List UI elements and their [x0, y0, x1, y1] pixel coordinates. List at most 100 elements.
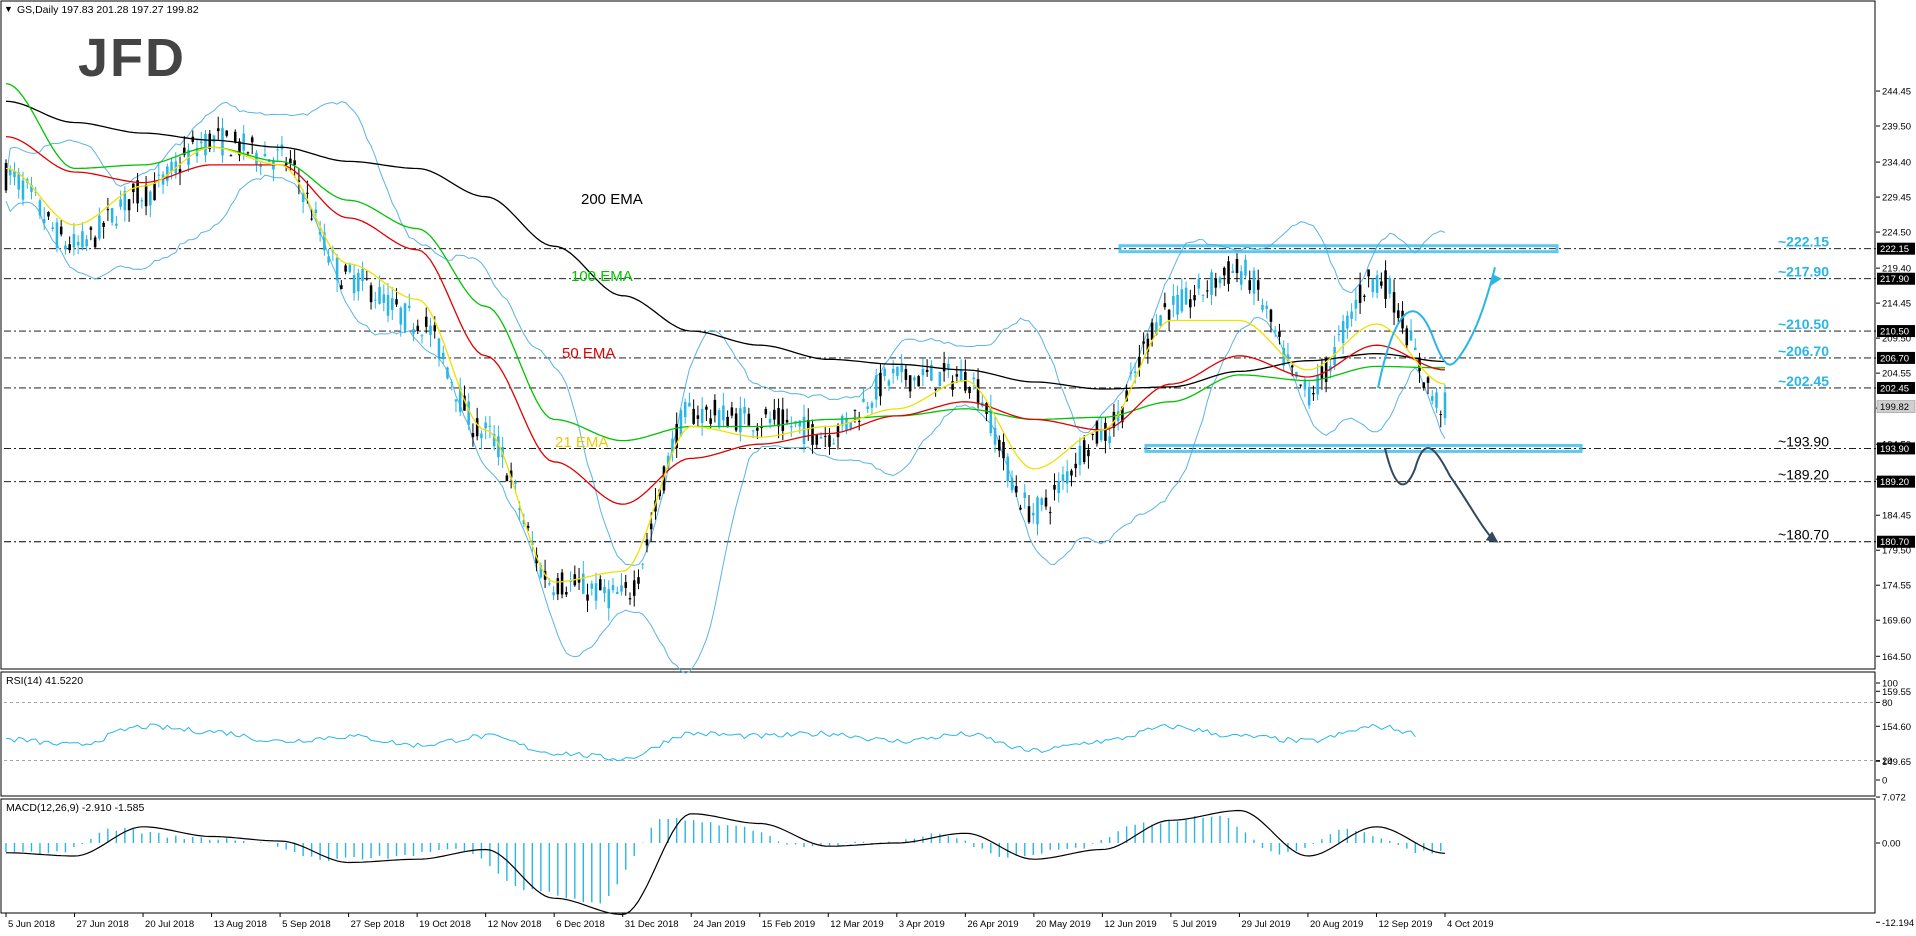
level-badge-bg — [1877, 242, 1915, 255]
highlight-zones — [1118, 244, 1583, 453]
ema200-line — [5, 100, 1446, 390]
candle-body — [1265, 305, 1268, 309]
candle-body — [632, 580, 636, 596]
candle-body — [666, 455, 670, 470]
date-axis-label: 12 Mar 2019 — [830, 919, 883, 930]
level-badge-text: 217.90 — [1880, 274, 1909, 285]
candle-body — [743, 406, 746, 414]
candle-body — [891, 368, 895, 374]
candle-body — [599, 579, 602, 591]
level-badge-text: 222.15 — [1880, 244, 1909, 255]
candle-body — [509, 470, 513, 478]
candle-body — [1010, 477, 1014, 491]
candle-body — [149, 191, 152, 206]
candle-body — [361, 269, 364, 282]
candle-body — [1044, 497, 1048, 507]
candle-body — [454, 399, 458, 402]
candle-body — [683, 402, 687, 418]
candle-body — [1150, 322, 1154, 340]
price-axis-label: 229.45 — [1882, 193, 1911, 204]
candle-body — [552, 592, 555, 596]
macd-axis-label: -12.194 — [1882, 918, 1914, 929]
candle-body — [696, 415, 700, 419]
level-badge-bg — [1877, 381, 1915, 394]
date-axis-label: 24 Jan 2019 — [693, 919, 745, 930]
current-price-badge-text: 199.82 — [1880, 402, 1909, 413]
candle-body — [1375, 275, 1379, 293]
level-badge-text: 189.20 — [1880, 477, 1909, 488]
date-axis-label: 29 Jul 2019 — [1241, 919, 1290, 930]
candle-body — [535, 554, 538, 564]
candle-body — [1380, 281, 1383, 286]
date-axis-label: 31 Dec 2018 — [625, 919, 679, 930]
candle-body — [348, 264, 352, 273]
candle-body — [790, 426, 793, 428]
price-axis-label: 244.45 — [1882, 87, 1911, 98]
candle-body — [8, 169, 12, 176]
chart-dropdown-icon[interactable]: ▼ — [4, 4, 13, 14]
rsi-axis-label: 80 — [1882, 698, 1893, 709]
price-axis-label: 184.45 — [1882, 511, 1911, 522]
candle-body — [700, 408, 704, 424]
candle-body — [284, 163, 288, 166]
candle-body — [777, 407, 780, 427]
candle-body — [785, 419, 789, 423]
candle-body — [1426, 377, 1430, 383]
candle-body — [1346, 315, 1349, 329]
level-badge-text: 193.90 — [1880, 444, 1909, 455]
candle-body — [276, 149, 279, 151]
candle-body — [641, 563, 644, 565]
price-axis-label: 214.45 — [1882, 299, 1911, 310]
candle-body — [229, 155, 233, 157]
price-axis: 244.45 239.50 234.40 229.45 224.50 219.40 214.… — [1876, 87, 1911, 768]
candle-body — [369, 285, 373, 303]
price-axis-label: 179.50 — [1882, 546, 1911, 557]
ema50-label: 50 EMA — [562, 345, 615, 362]
candle-body — [853, 409, 857, 411]
candle-body — [849, 422, 852, 429]
candle-body — [1104, 422, 1107, 441]
date-axis-label: 20 May 2019 — [1036, 919, 1091, 930]
candle-body — [437, 338, 441, 358]
candle-body — [1091, 433, 1094, 435]
date-axis-label: 3 Apr 2019 — [899, 919, 945, 930]
macd-axis-label: 7.072 — [1882, 793, 1906, 804]
level-badge-bg — [1877, 351, 1915, 364]
ema100-line — [5, 82, 1445, 442]
date-axis-label: 5 Sep 2018 — [282, 919, 331, 930]
level-annotation: ~180.70 — [1778, 527, 1829, 543]
candle-body — [879, 372, 882, 397]
candle-body — [403, 303, 407, 331]
candle-body — [352, 275, 356, 294]
candle-body — [917, 376, 920, 387]
date-axis-label: 5 Jun 2018 — [8, 919, 55, 930]
level-badge-bg — [1877, 535, 1915, 548]
candle-body — [250, 137, 254, 143]
level-badge-text: 202.45 — [1880, 383, 1909, 394]
price-axis-label: 219.40 — [1882, 264, 1911, 275]
level-annotation: ~217.90 — [1778, 264, 1829, 280]
candle-body — [1286, 354, 1290, 361]
candle-body — [760, 427, 763, 429]
candle-body — [471, 433, 475, 438]
candle-body — [908, 375, 912, 392]
candle-body — [221, 127, 224, 156]
candle-body — [1358, 284, 1362, 303]
candle-body — [930, 364, 933, 381]
date-axis-label: 13 Aug 2018 — [214, 919, 267, 930]
bearish-scenario-arrow — [1384, 447, 1496, 543]
candle-body — [178, 169, 182, 173]
horizontal-level-lines — [4, 248, 1876, 543]
price-axis-label: 239.50 — [1882, 122, 1911, 133]
macd-indicator: 7.072 0.00 -12.194 — [5, 793, 1914, 929]
candle-body — [896, 366, 899, 376]
candle-body — [47, 212, 50, 217]
candle-body — [475, 418, 479, 437]
candle-body — [412, 329, 415, 335]
candle-body — [747, 413, 751, 426]
bullish-scenario-arrow — [1377, 267, 1496, 389]
level-badge-text: 180.70 — [1880, 537, 1909, 548]
candle-body — [1397, 310, 1400, 319]
candle-body — [615, 592, 619, 594]
candle-body — [1146, 338, 1150, 352]
